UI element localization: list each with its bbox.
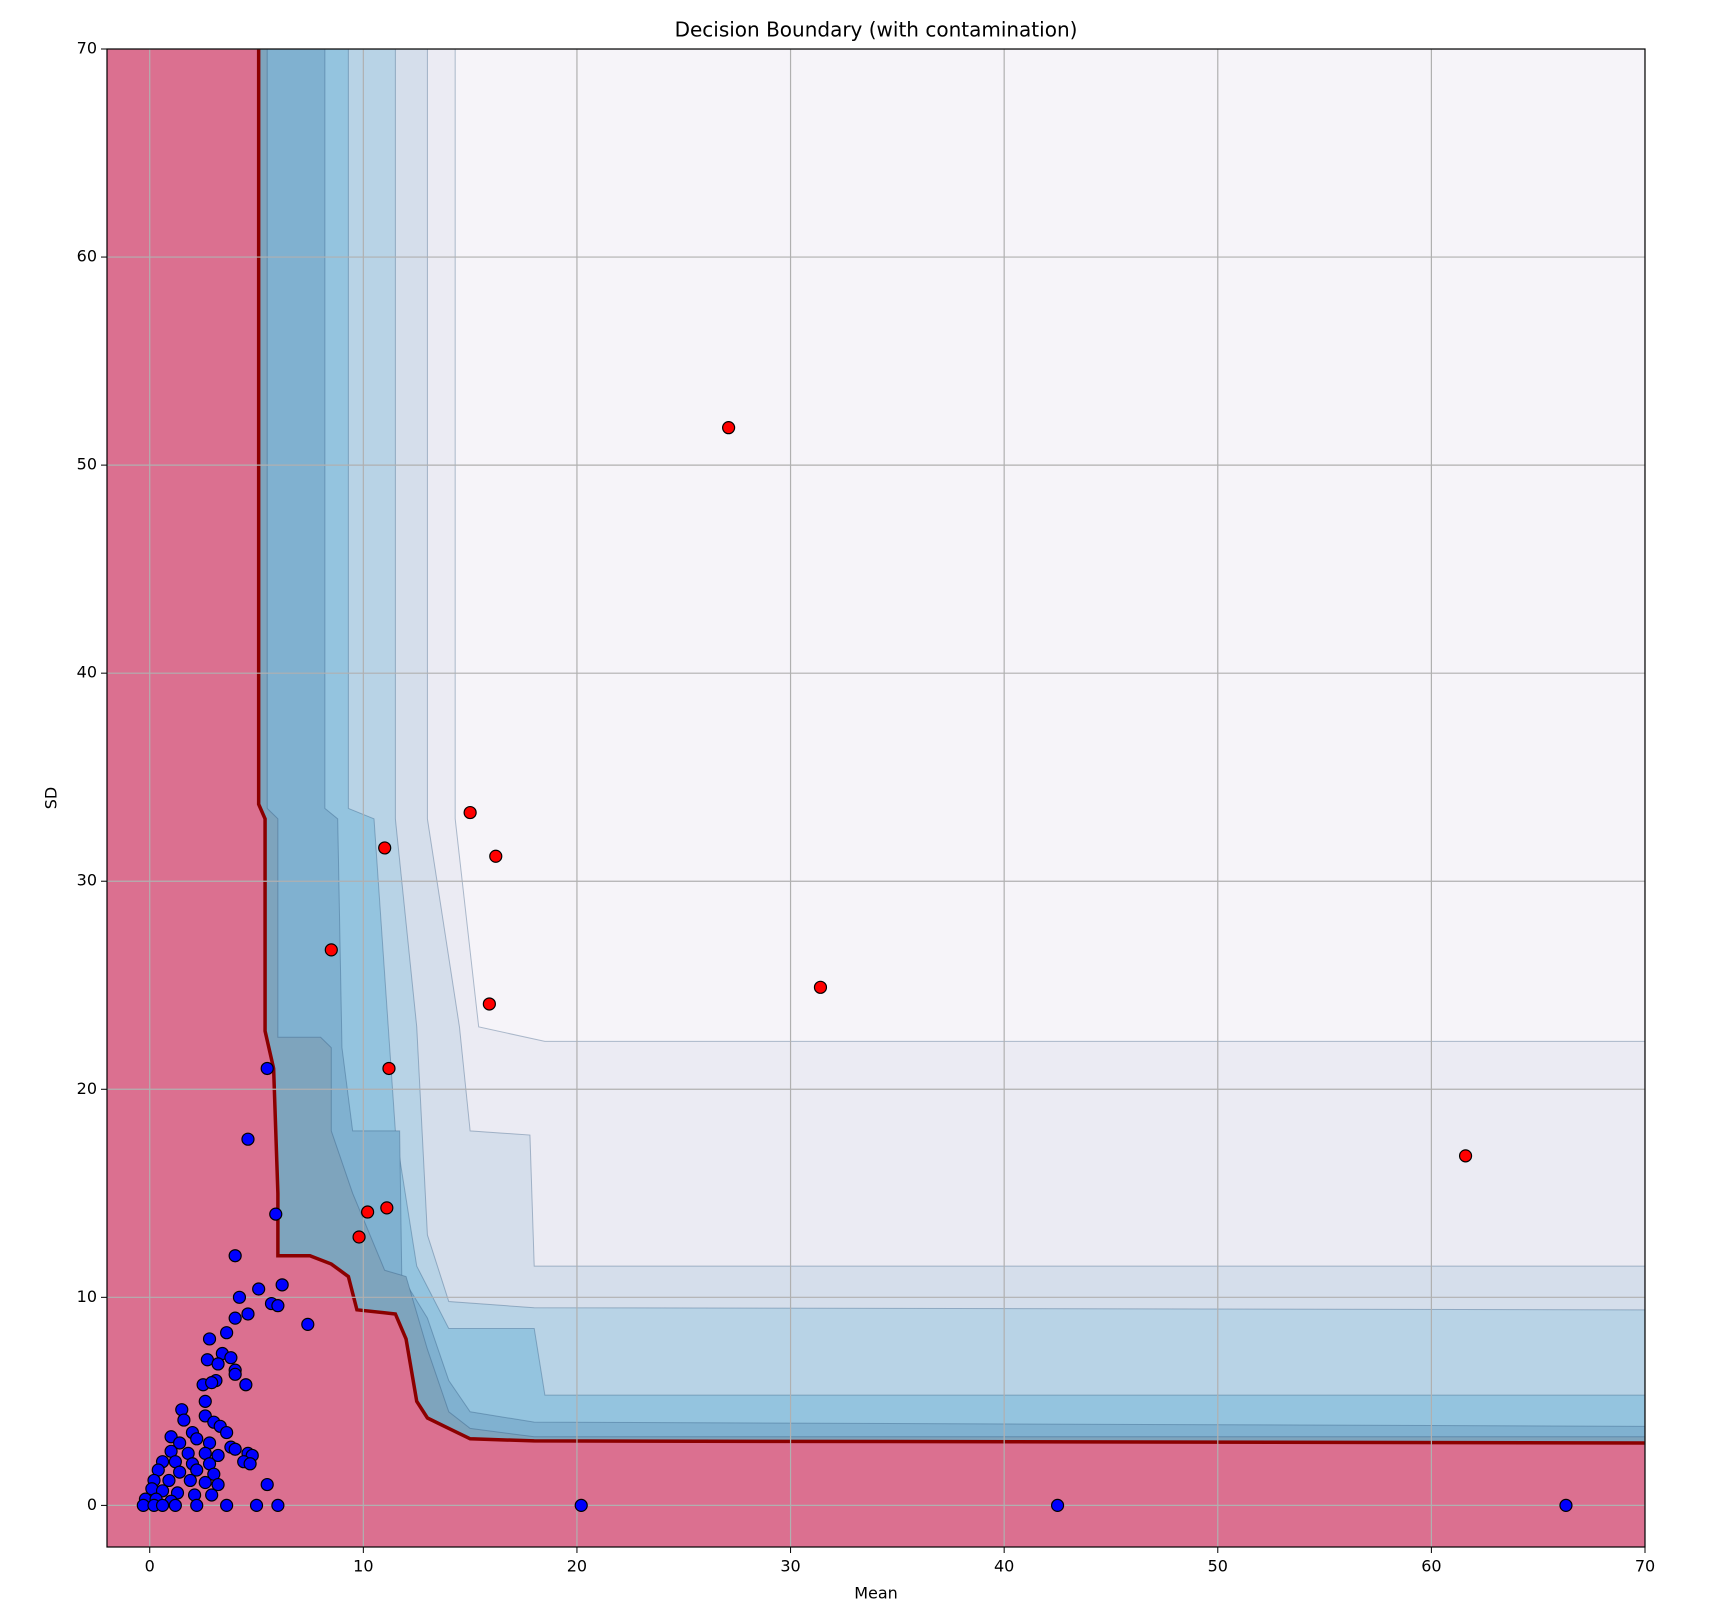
data-point (482, 997, 496, 1011)
data-point (205, 1376, 219, 1390)
axes: 0 10 20 30 40 50 60 70 0 10 20 30 40 50 60 70 (77, 39, 1656, 1576)
data-point (239, 1378, 253, 1392)
data-point (241, 1307, 255, 1321)
x-tick-label: 70 (1635, 1557, 1655, 1576)
y-tick-label: 10 (77, 1287, 97, 1306)
data-point (252, 1282, 266, 1296)
data-point (228, 1311, 242, 1325)
x-tick-label: 10 (353, 1557, 373, 1576)
y-tick-label: 0 (87, 1495, 97, 1514)
data-point (162, 1473, 176, 1488)
data-point (463, 805, 477, 820)
data-point (324, 943, 338, 957)
data-point (202, 1332, 217, 1346)
x-tick-label: 30 (780, 1557, 800, 1576)
data-point (173, 1465, 187, 1479)
data-point (260, 1477, 274, 1492)
data-point (1458, 1149, 1473, 1163)
y-axis-label: SD (42, 787, 61, 809)
data-point (190, 1498, 204, 1512)
contour-region (107, 49, 1645, 1547)
data-point (813, 980, 828, 994)
data-point (183, 1473, 197, 1488)
x-tick-label: 40 (994, 1557, 1014, 1576)
data-point (198, 1475, 212, 1490)
data-point (269, 1207, 283, 1221)
data-point (228, 1249, 242, 1263)
data-point (198, 1394, 212, 1408)
data-point (275, 1278, 289, 1292)
y-tick-label: 20 (77, 1079, 97, 1098)
data-point (220, 1326, 234, 1340)
data-point (271, 1299, 285, 1313)
x-axis-label: Mean (854, 1584, 898, 1603)
data-point (220, 1425, 234, 1440)
data-point (382, 1061, 396, 1076)
x-tick-label: 20 (567, 1557, 587, 1576)
plot-area (107, 49, 1645, 1547)
data-point (228, 1442, 242, 1456)
x-tick-label: 0 (145, 1557, 155, 1576)
y-tick-label: 60 (77, 247, 97, 266)
data-point (1050, 1498, 1065, 1512)
data-point (378, 841, 392, 855)
chart-title: Decision Boundary (with contamination) (675, 18, 1078, 42)
data-point (177, 1413, 191, 1427)
data-point (190, 1432, 204, 1446)
x-tick-label: 60 (1421, 1557, 1441, 1576)
data-point (249, 1498, 264, 1512)
data-point (211, 1357, 225, 1371)
y-tick-label: 30 (77, 871, 97, 890)
data-point (241, 1132, 255, 1146)
data-point (205, 1488, 219, 1502)
data-point (271, 1498, 285, 1512)
data-point (380, 1201, 394, 1215)
data-point (211, 1477, 225, 1492)
data-point (190, 1463, 204, 1477)
data-point (361, 1205, 375, 1219)
data-point (224, 1351, 238, 1365)
data-point (574, 1498, 588, 1512)
data-point (168, 1498, 182, 1512)
data-point (243, 1457, 257, 1471)
axes-frame (106, 48, 1646, 1548)
y-tick-label: 40 (77, 663, 97, 682)
data-point (301, 1317, 315, 1331)
data-point (722, 421, 736, 435)
x-tick-label: 50 (1208, 1557, 1228, 1576)
data-point (260, 1061, 274, 1076)
data-point (211, 1448, 225, 1463)
data-point (489, 849, 503, 863)
data-point (173, 1436, 187, 1450)
data-point (220, 1498, 234, 1512)
data-point (232, 1290, 247, 1304)
data-point (155, 1498, 170, 1512)
data-point (228, 1367, 242, 1381)
data-point (1559, 1498, 1573, 1512)
data-point (352, 1230, 366, 1244)
y-tick-label: 50 (77, 455, 97, 474)
y-tick-label: 70 (77, 39, 97, 58)
decision-boundary (256, 49, 1645, 1445)
